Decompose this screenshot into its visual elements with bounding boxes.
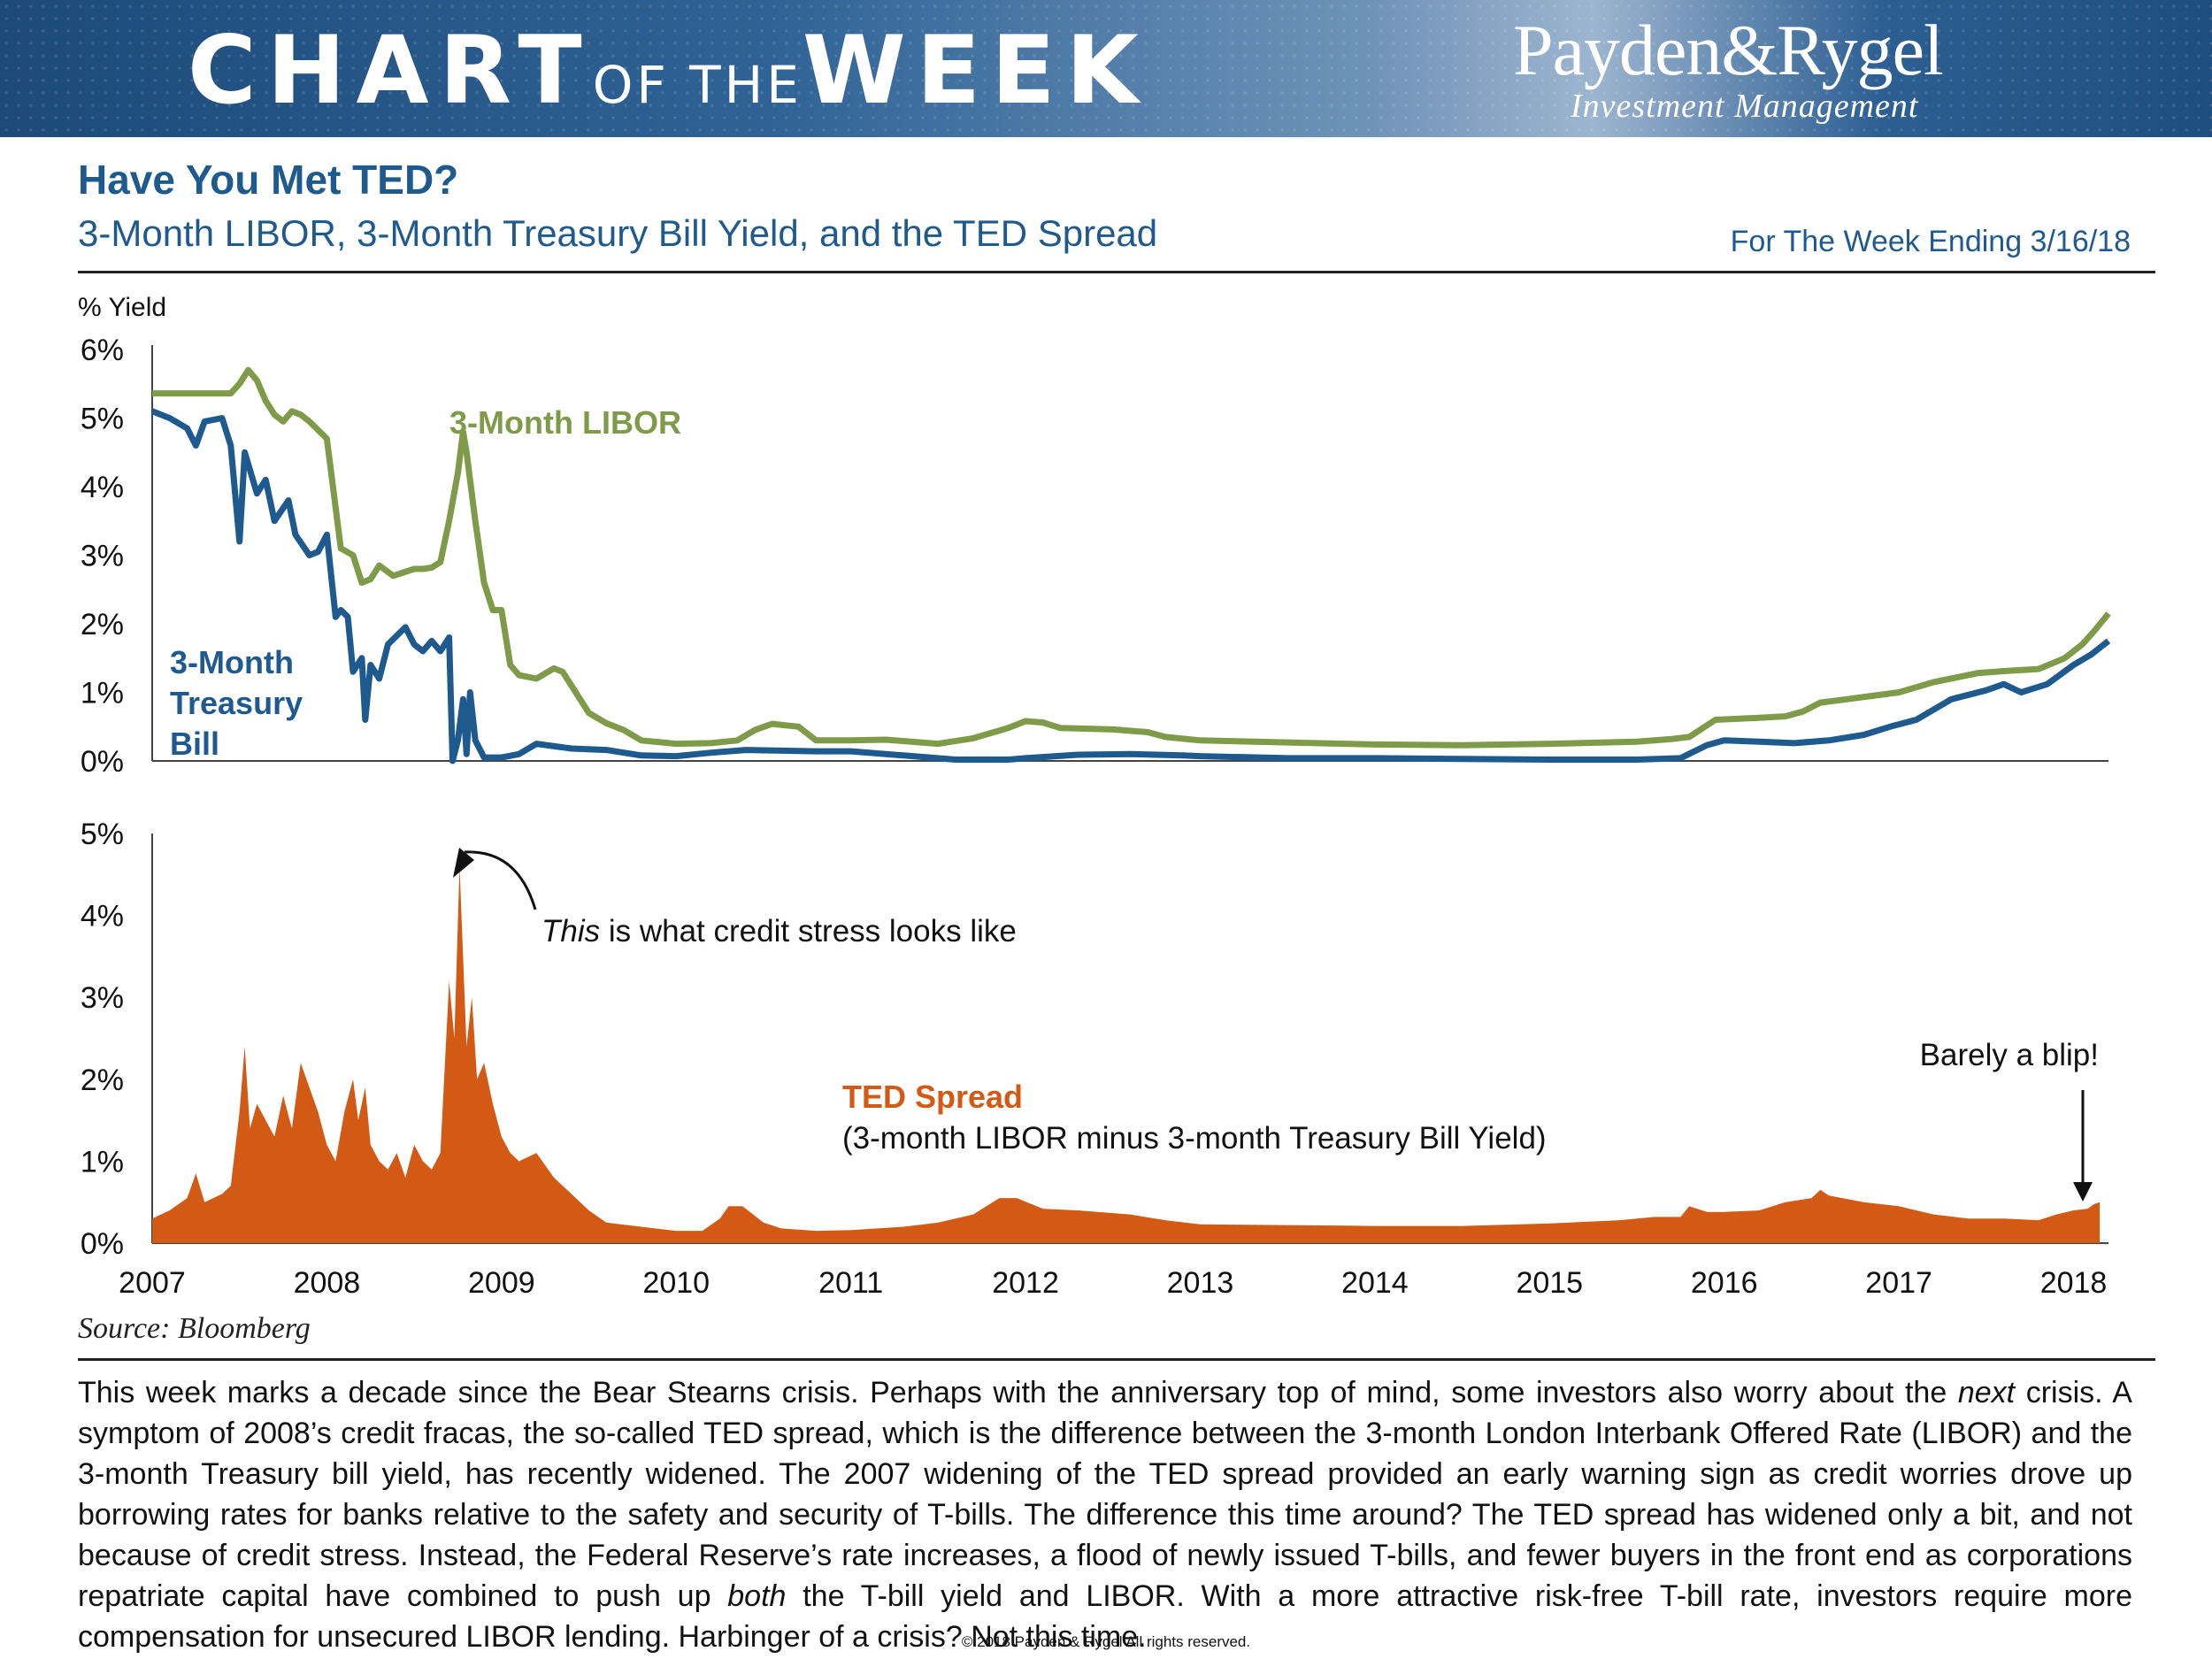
bottom-y-tick-label: 4% [81,900,124,933]
x-tick-label: 2012 [992,1266,1059,1300]
commentary-part-1: This week marks a decade since the Bear … [78,1376,1958,1409]
commentary-part-2: crisis. A symptom of 2008’s credit fraca… [78,1376,2132,1613]
top-y-axis-label: % Yield [78,293,166,322]
tbill-label-line3: Bill [170,726,219,762]
ted-chart: % Yield 0% 1% 2% 3% 4% 5% 6% 3-Month LIBOR 3-M… [78,293,2111,1300]
page-title: Have You Met TED? [78,157,459,203]
commentary-emphasis-both: both [727,1579,787,1613]
x-tick-label: 2017 [1865,1266,1932,1300]
brand-logo: Payden&Rygel [1513,10,1944,90]
x-tick-label: 2010 [642,1266,710,1300]
libor-series-line [152,366,2111,749]
x-tick-label: 2011 [818,1266,883,1300]
annotation-italic: This [541,914,600,949]
x-tick-label: 2014 [1341,1266,1409,1300]
tbill-series-line [150,408,2111,764]
x-tick-label: 2018 [2040,1266,2108,1300]
x-tick-label: 2007 [119,1266,186,1300]
credit-stress-annotation: This is what credit stress looks like [541,914,1017,949]
copyright: © 2018 Payden & Rygel All rights reserve… [961,1633,1251,1650]
footer-divider [78,1358,2155,1361]
banner-title-week: WEEK [802,16,1149,125]
tbill-label-line2: Treasury [170,685,303,721]
banner-title-ofthe: OF THE [592,55,803,115]
source-note: Source: Bloomberg [78,1312,311,1345]
top-chart-axes [151,345,2108,762]
header-divider [78,271,2155,273]
top-y-tick-label: 1% [81,677,124,710]
ted-spread-label: TED Spread [842,1079,1023,1115]
tbill-label-line1: 3-Month [170,644,294,680]
top-y-tick-label: 0% [81,745,124,779]
commentary-part-3: the T-bill yield and LIBOR. With a more … [78,1579,2133,1654]
libor-label: 3-Month LIBOR [449,404,681,441]
bottom-y-tick-label: 3% [81,981,124,1015]
bottom-y-tick-label: 1% [81,1145,124,1179]
commentary-emphasis-next: next [1957,1376,2016,1409]
top-y-tick-label: 6% [81,334,124,367]
x-tick-label: 2008 [294,1266,361,1300]
banner: CHARTOF THEWEEK Payden&Rygel Investment … [0,0,2212,137]
ted-spread-description: (3-month LIBOR minus 3-month Treasury Bi… [842,1121,1547,1156]
x-tick-label: 2009 [468,1266,535,1300]
annotation-arrow-curve [464,850,537,910]
ted-spread-area [152,866,2101,1243]
bottom-y-tick-label: 0% [81,1227,124,1261]
banner-dot-pattern [0,0,2212,137]
x-tick-label: 2016 [1691,1266,1758,1300]
x-tick-label: 2015 [1516,1266,1583,1300]
top-y-tick-label: 2% [81,608,124,641]
brand-tagline: Investment Management [1571,88,1919,125]
blip-arrow-head [2073,1182,2093,1202]
page-subtitle: 3-Month LIBOR, 3-Month Treasury Bill Yie… [78,212,1158,254]
top-y-tick-label: 5% [81,403,124,436]
top-y-tick-label: 3% [81,540,124,573]
banner-title-chart: CHART [188,16,593,125]
top-y-tick-label: 4% [81,471,124,504]
annotation-arrow-head [453,848,474,878]
x-tick-label: 2013 [1167,1266,1234,1300]
bottom-y-tick-label: 5% [81,818,124,851]
annotation-rest: is what credit stress looks like [600,914,1017,949]
bottom-y-tick-label: 2% [81,1064,124,1097]
blip-annotation: Barely a blip! [1920,1038,2099,1072]
week-ending-date: For The Week Ending 3/16/18 [1730,225,2131,258]
banner-title: CHARTOF THEWEEK [188,16,1149,125]
commentary-paragraph: This week marks a decade since the Bear … [78,1372,2132,1657]
